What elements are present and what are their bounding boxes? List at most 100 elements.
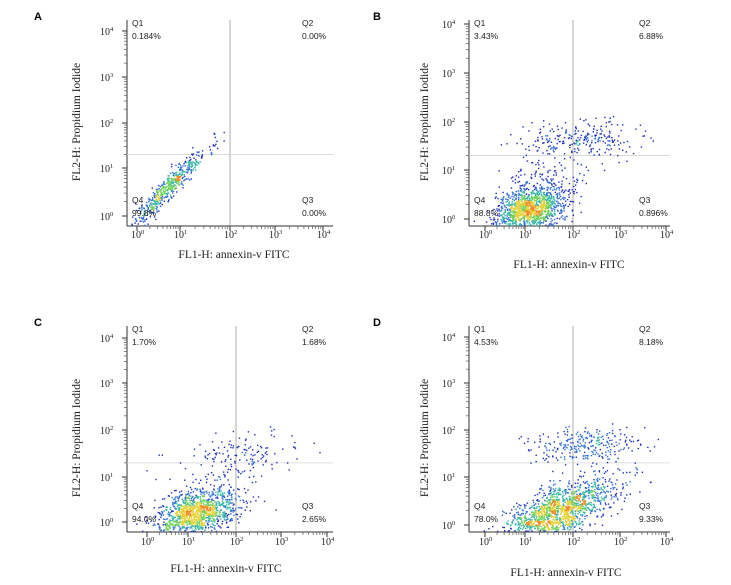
event-point [209,510,211,513]
event-point [180,504,182,506]
event-point [533,501,535,504]
event-point [230,519,232,522]
event-point [622,448,625,451]
event-point [548,123,551,125]
event-point [550,223,552,225]
event-point [524,520,527,522]
event-point [572,191,574,193]
event-point [522,204,524,206]
event-point [174,498,176,500]
event-point [603,134,605,136]
event-point [532,507,534,509]
event-point [175,512,177,515]
event-point [243,487,246,490]
event-point [551,204,554,206]
event-point [292,446,295,448]
event-point [547,181,549,184]
event-point [162,514,165,516]
event-point [589,523,591,525]
event-point [518,504,520,506]
event-point [587,123,589,125]
event-point [559,212,561,214]
event-point [574,150,576,153]
event-point [177,510,179,513]
y-tick-label: 100 [442,214,455,226]
event-point [592,453,594,455]
event-point [597,497,599,499]
event-point [502,191,504,194]
event-point [537,524,539,526]
event-point [152,211,155,214]
event-point [149,199,151,201]
event-point [544,194,546,196]
event-point [548,213,551,216]
event-point [215,491,217,493]
event-point [183,513,186,515]
y-tick-label: 101 [442,472,455,484]
event-point [168,515,170,517]
event-point [246,449,248,452]
event-point [188,493,190,495]
event-point [539,435,541,437]
event-point [239,499,242,502]
event-point [204,510,206,512]
event-point [155,203,158,205]
event-point [174,172,176,175]
event-point [507,520,509,522]
event-point [529,507,531,510]
event-point [210,507,212,509]
event-point [164,183,166,186]
event-point [151,208,154,210]
event-point [530,217,532,219]
event-point [548,514,550,517]
event-point [211,153,213,156]
event-point [525,517,527,520]
event-point [539,511,542,513]
event-point [168,187,170,189]
event-point [143,219,145,221]
event-point [531,519,533,521]
event-point [194,527,197,529]
event-point [526,182,528,184]
event-point [574,184,577,186]
event-point [538,193,540,196]
event-point [488,528,490,530]
event-point [233,510,236,512]
event-point [170,511,173,513]
event-point [166,186,168,188]
event-point [588,133,590,136]
event-point [134,222,136,224]
event-point [196,519,198,522]
event-point [533,521,535,523]
event-point [531,177,533,179]
event-point [211,494,213,496]
event-point [594,489,596,491]
event-point [210,512,212,514]
event-point [584,451,586,454]
event-point [559,194,561,196]
event-point [600,128,602,130]
event-point [610,498,613,500]
event-point [197,512,199,515]
event-point [201,511,203,513]
event-point [167,200,170,202]
event-point [226,501,228,503]
event-point [552,521,554,524]
event-point [560,216,562,218]
event-point [557,509,559,512]
event-point [216,479,218,481]
event-point [558,197,561,199]
event-point [542,489,544,492]
event-point [181,505,183,507]
event-point [531,162,533,164]
event-point [282,448,284,450]
event-point [576,191,578,194]
event-point [570,528,572,530]
event-point [611,123,613,126]
event-point [541,197,544,199]
event-point [515,198,517,200]
event-point [513,196,515,198]
event-point [528,211,530,213]
event-point [534,218,537,220]
event-point [572,519,575,521]
